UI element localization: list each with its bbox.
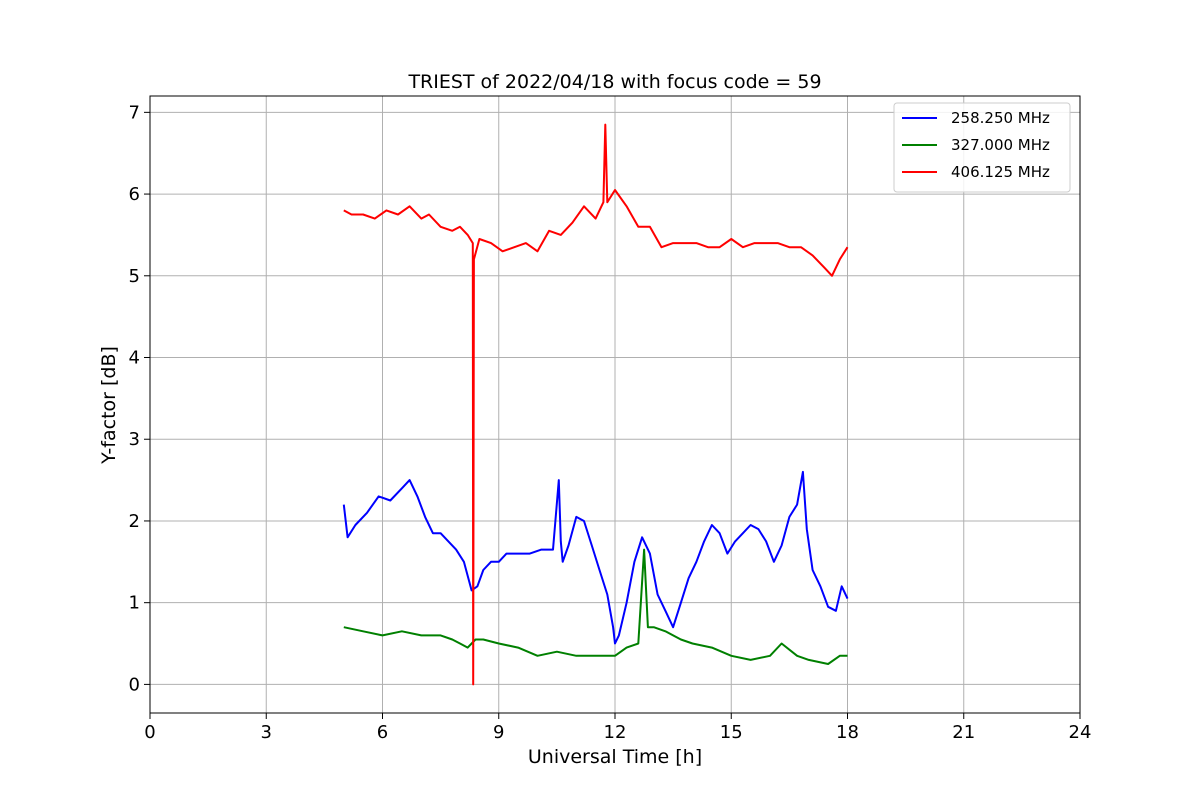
y-tick-label: 3 [129, 429, 140, 450]
x-tick-label: 6 [377, 722, 388, 743]
x-axis-label: Universal Time [h] [528, 746, 702, 768]
legend: 258.250 MHz 327.000 MHz 406.125 MHz [893, 102, 1071, 193]
y-tick-label: 0 [129, 674, 140, 695]
series-line-3 [343, 123, 849, 686]
series-group [342, 123, 849, 686]
y-tick-label: 7 [129, 102, 140, 123]
x-tick-label: 18 [836, 722, 859, 743]
legend-label: 327.000 MHz [951, 136, 1050, 154]
x-tick-label: 0 [144, 722, 155, 743]
chart-title: TRIEST of 2022/04/18 with focus code = 5… [407, 71, 821, 93]
y-tick-label: 4 [129, 348, 140, 369]
series-line-2 [343, 548, 848, 665]
y-tick-label: 2 [129, 511, 140, 532]
x-tick-label: 12 [604, 722, 627, 743]
y-tick-label: 5 [129, 266, 140, 287]
x-tick-label: 21 [952, 722, 975, 743]
y-axis-label: Y-factor [dB] [98, 346, 120, 465]
x-tick-label: 3 [261, 722, 272, 743]
y-tick-label: 6 [129, 184, 140, 205]
x-tick-label: 15 [720, 722, 743, 743]
legend-box [893, 102, 1071, 193]
legend-label: 406.125 MHz [951, 163, 1050, 181]
y-tick-label: 1 [129, 593, 140, 614]
legend-label: 258.250 MHz [951, 109, 1050, 127]
x-tick-label: 9 [493, 722, 504, 743]
series-line-1 [342, 470, 849, 645]
x-tick-label: 24 [1069, 722, 1092, 743]
